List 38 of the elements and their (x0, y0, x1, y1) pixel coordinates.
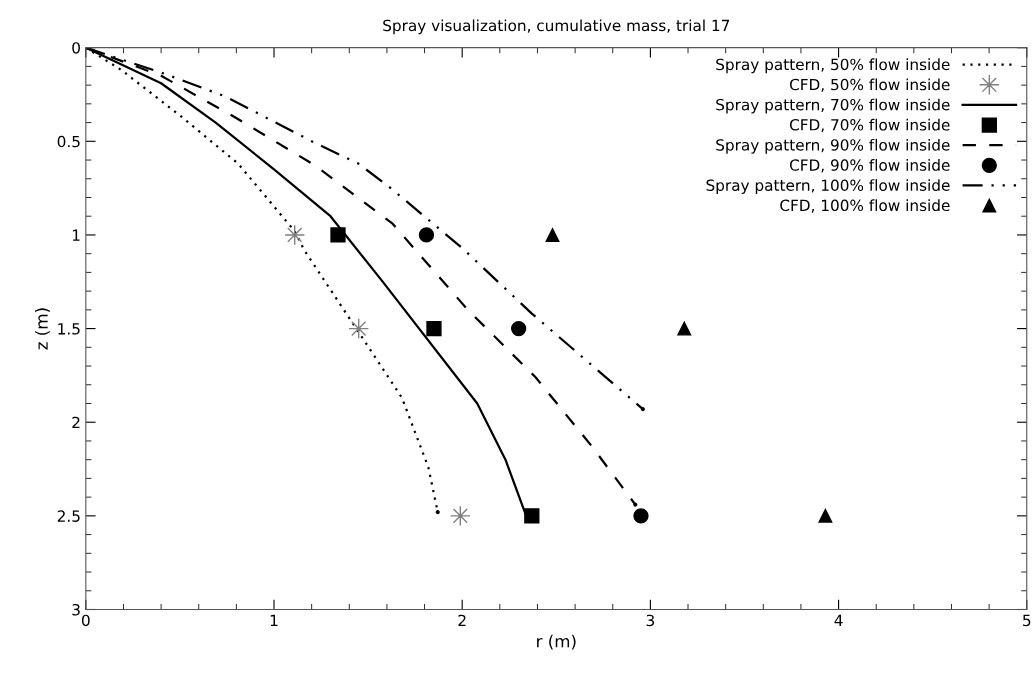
point (633, 502, 638, 507)
x-tick-label: 2 (458, 614, 466, 626)
point (524, 508, 540, 524)
x-tick-label: 1 (270, 614, 278, 626)
y-tick-label: 2 (72, 416, 80, 429)
y-tick-label: 1 (72, 229, 80, 241)
x-axis-title: r (m) (537, 634, 576, 650)
legend-label: CFD, 90% flow inside (789, 159, 950, 173)
point (435, 510, 440, 515)
point (545, 227, 560, 242)
legend-label: Spray pattern, 100% flow inside (706, 179, 950, 194)
legend-label: CFD, 50% flow inside (789, 78, 950, 92)
point (818, 508, 833, 523)
y-tick-label: 0.5 (57, 135, 80, 148)
point (640, 407, 645, 412)
point (426, 320, 442, 337)
y-tick-label: 3 (72, 603, 80, 616)
legend-label: CFD, 70% flow inside (789, 118, 950, 133)
point (330, 227, 346, 243)
legend-label: Spray pattern, 70% flow inside (716, 98, 950, 114)
chart-title: Spray visualization, cumulative mass, trial 17 (383, 19, 730, 35)
legend-label: Spray pattern, 50% flow inside (716, 58, 950, 74)
legend-label: Spray pattern, 90% flow inside (716, 138, 950, 154)
x-tick-label: 5 (1023, 614, 1031, 627)
point (677, 321, 692, 336)
x-tick-label: 3 (646, 614, 655, 627)
y-axis-title: z (m) (35, 308, 50, 350)
y-tick-label: 0 (72, 42, 80, 54)
x-tick-label: 4 (834, 614, 843, 626)
point (633, 508, 649, 524)
point (418, 227, 435, 243)
y-tick-label: 1.5 (58, 323, 80, 335)
point (511, 320, 527, 337)
x-tick-label: 0 (81, 614, 90, 627)
point (449, 505, 471, 527)
legend-label: CFD, 100% flow inside (780, 199, 950, 213)
y-tick-label: 2.5 (57, 510, 80, 522)
point (284, 224, 306, 246)
